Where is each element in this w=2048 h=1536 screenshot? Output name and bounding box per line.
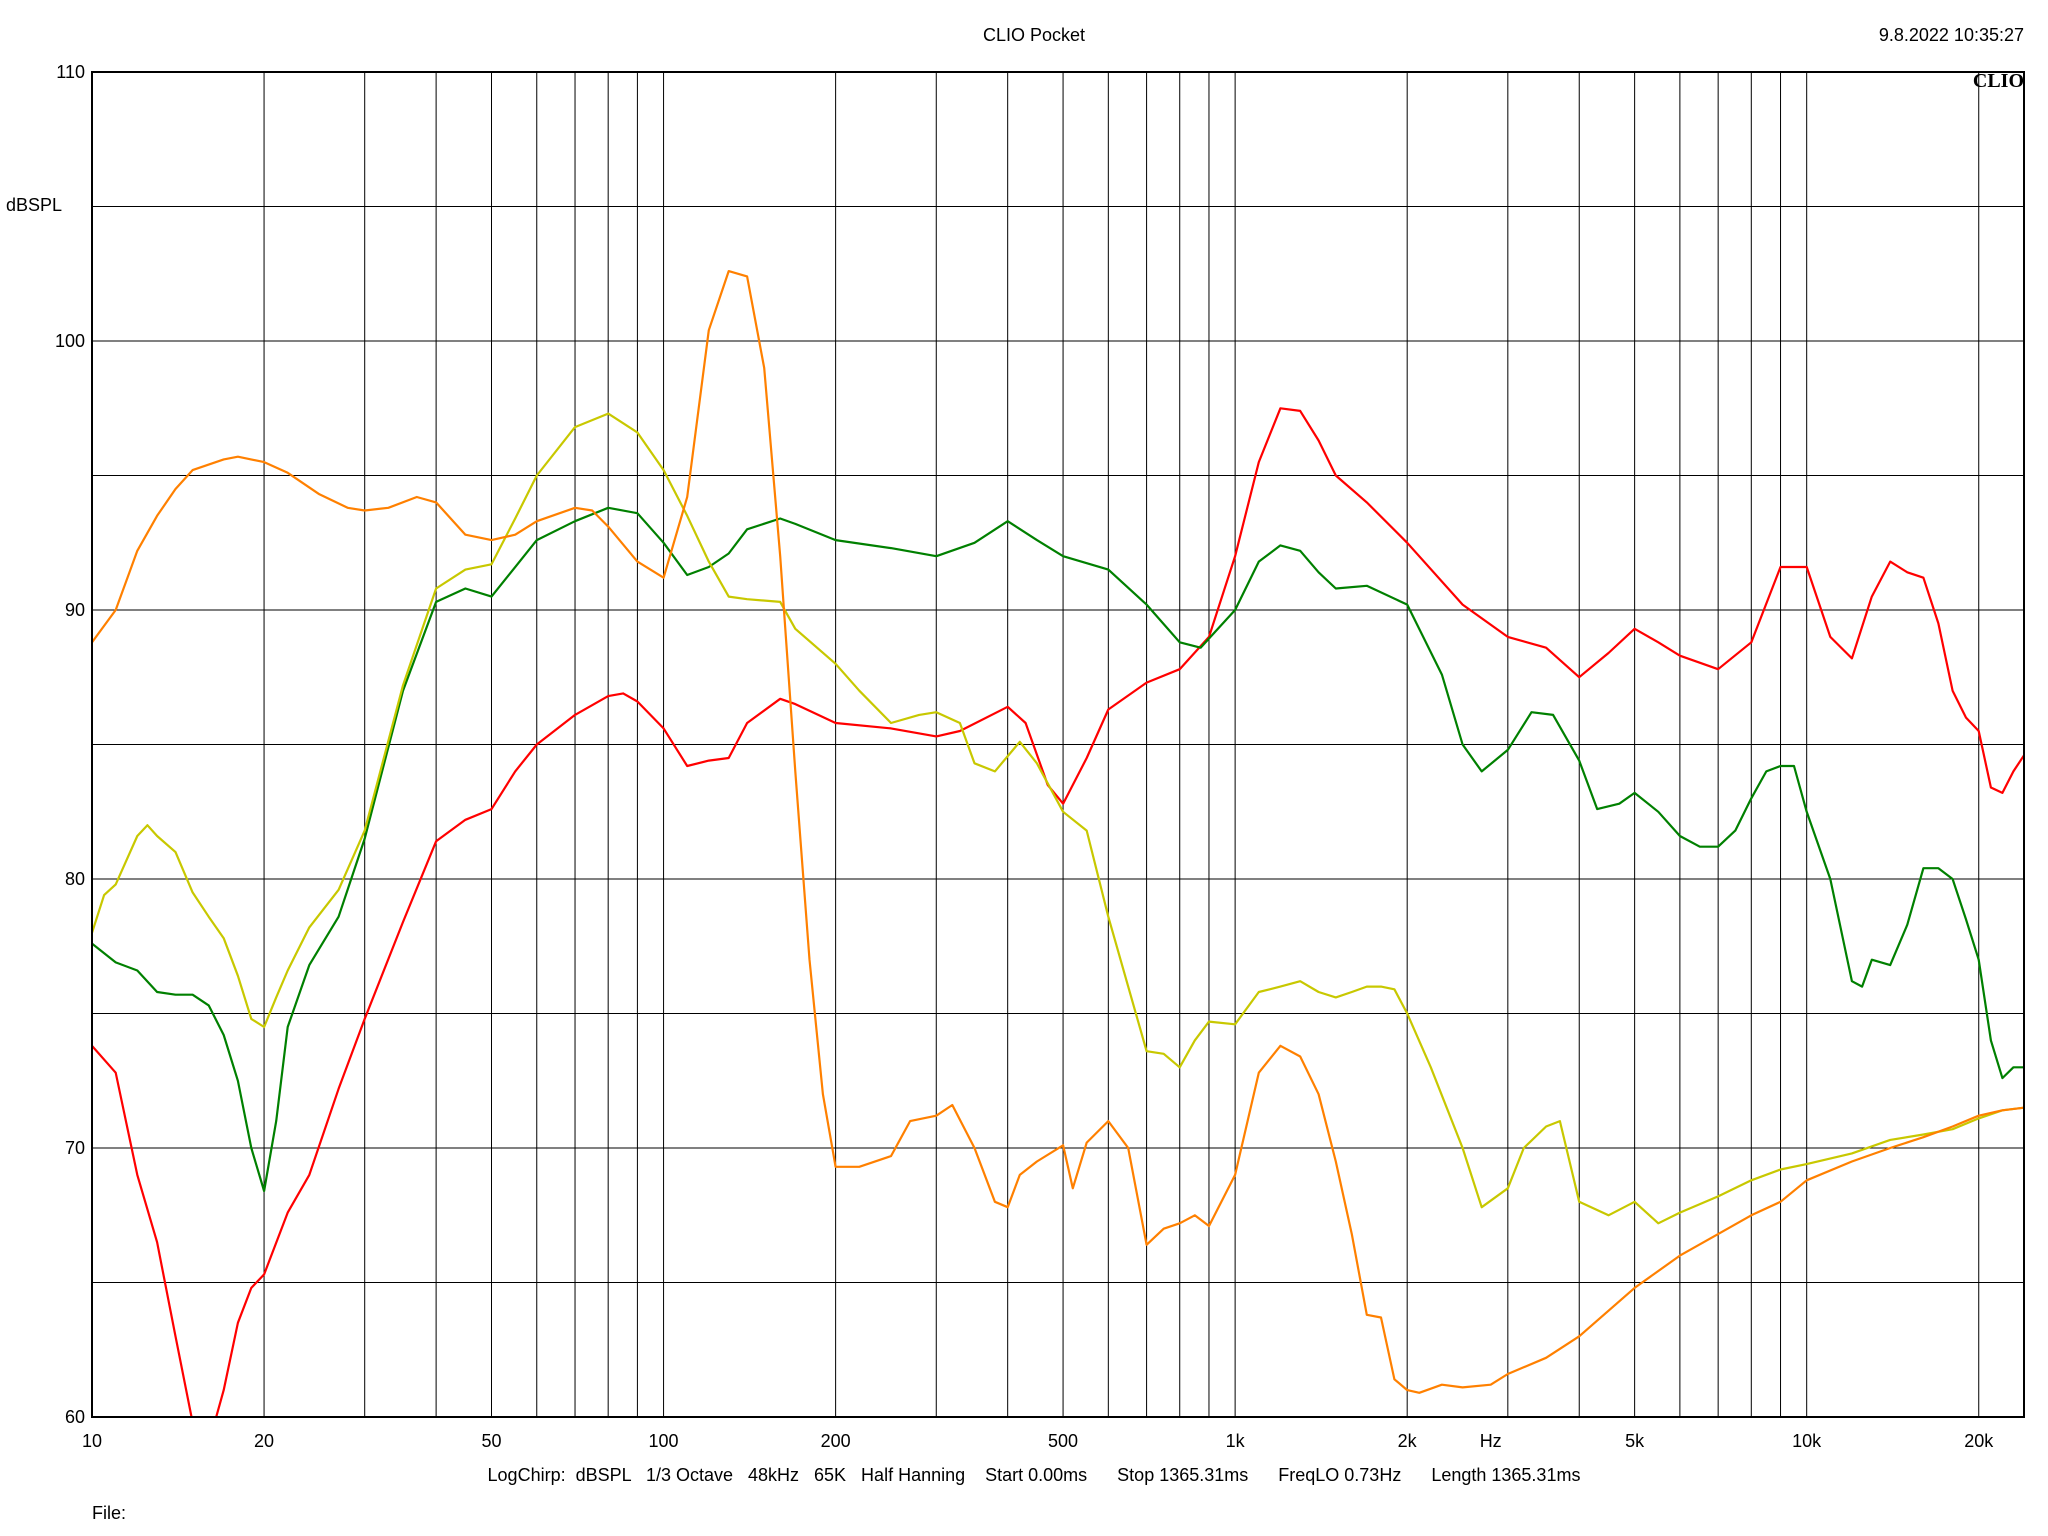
grid-major-lines [92, 206, 2024, 1283]
x-tick-label: 10 [82, 1431, 102, 1451]
timestamp: 9.8.2022 10:35:27 [1879, 25, 2024, 45]
measurement-settings: LogChirp: dBSPL 1/3 Octave 48kHz 65K Hal… [488, 1465, 1581, 1485]
series-line-4 [92, 270, 2024, 1394]
x-tick-labels: 10 20 50 100 200 500 1k 2k 5k 10k 20k [82, 1431, 1994, 1451]
x-tick-label: 200 [821, 1431, 851, 1451]
chart-title: CLIO Pocket [983, 25, 1085, 45]
x-tick-label: 10k [1792, 1431, 1822, 1451]
file-label: File: [92, 1503, 126, 1523]
y-tick-labels: 60 70 80 90 100 110 [55, 62, 85, 1427]
y-tick-label: 90 [65, 600, 85, 620]
x-tick-label: 20k [1964, 1431, 1994, 1451]
y-tick-label: 80 [65, 869, 85, 889]
y-axis-unit-label: dBSPL [6, 195, 62, 215]
y-tick-label: 100 [55, 331, 85, 351]
series-line-1 [92, 407, 2024, 1417]
x-tick-label: 100 [649, 1431, 679, 1451]
x-tick-label: 500 [1048, 1431, 1078, 1451]
x-tick-label: 5k [1625, 1431, 1645, 1451]
y-tick-label: 70 [65, 1138, 85, 1158]
series-line-2 [92, 506, 2024, 1193]
plot-frame [91, 71, 2025, 1418]
clio-logo: CLIO [1973, 70, 2024, 92]
y-tick-label: 60 [65, 1407, 85, 1427]
x-tick-label: 50 [481, 1431, 501, 1451]
y-tick-label: 110 [56, 62, 85, 82]
x-tick-label: 20 [254, 1431, 274, 1451]
series-line-3 [92, 412, 2024, 1225]
x-tick-label: 2k [1398, 1431, 1418, 1451]
x-tick-label: 1k [1226, 1431, 1246, 1451]
x-axis-unit-label: Hz [1480, 1431, 1502, 1451]
series-layer [92, 270, 2024, 1417]
